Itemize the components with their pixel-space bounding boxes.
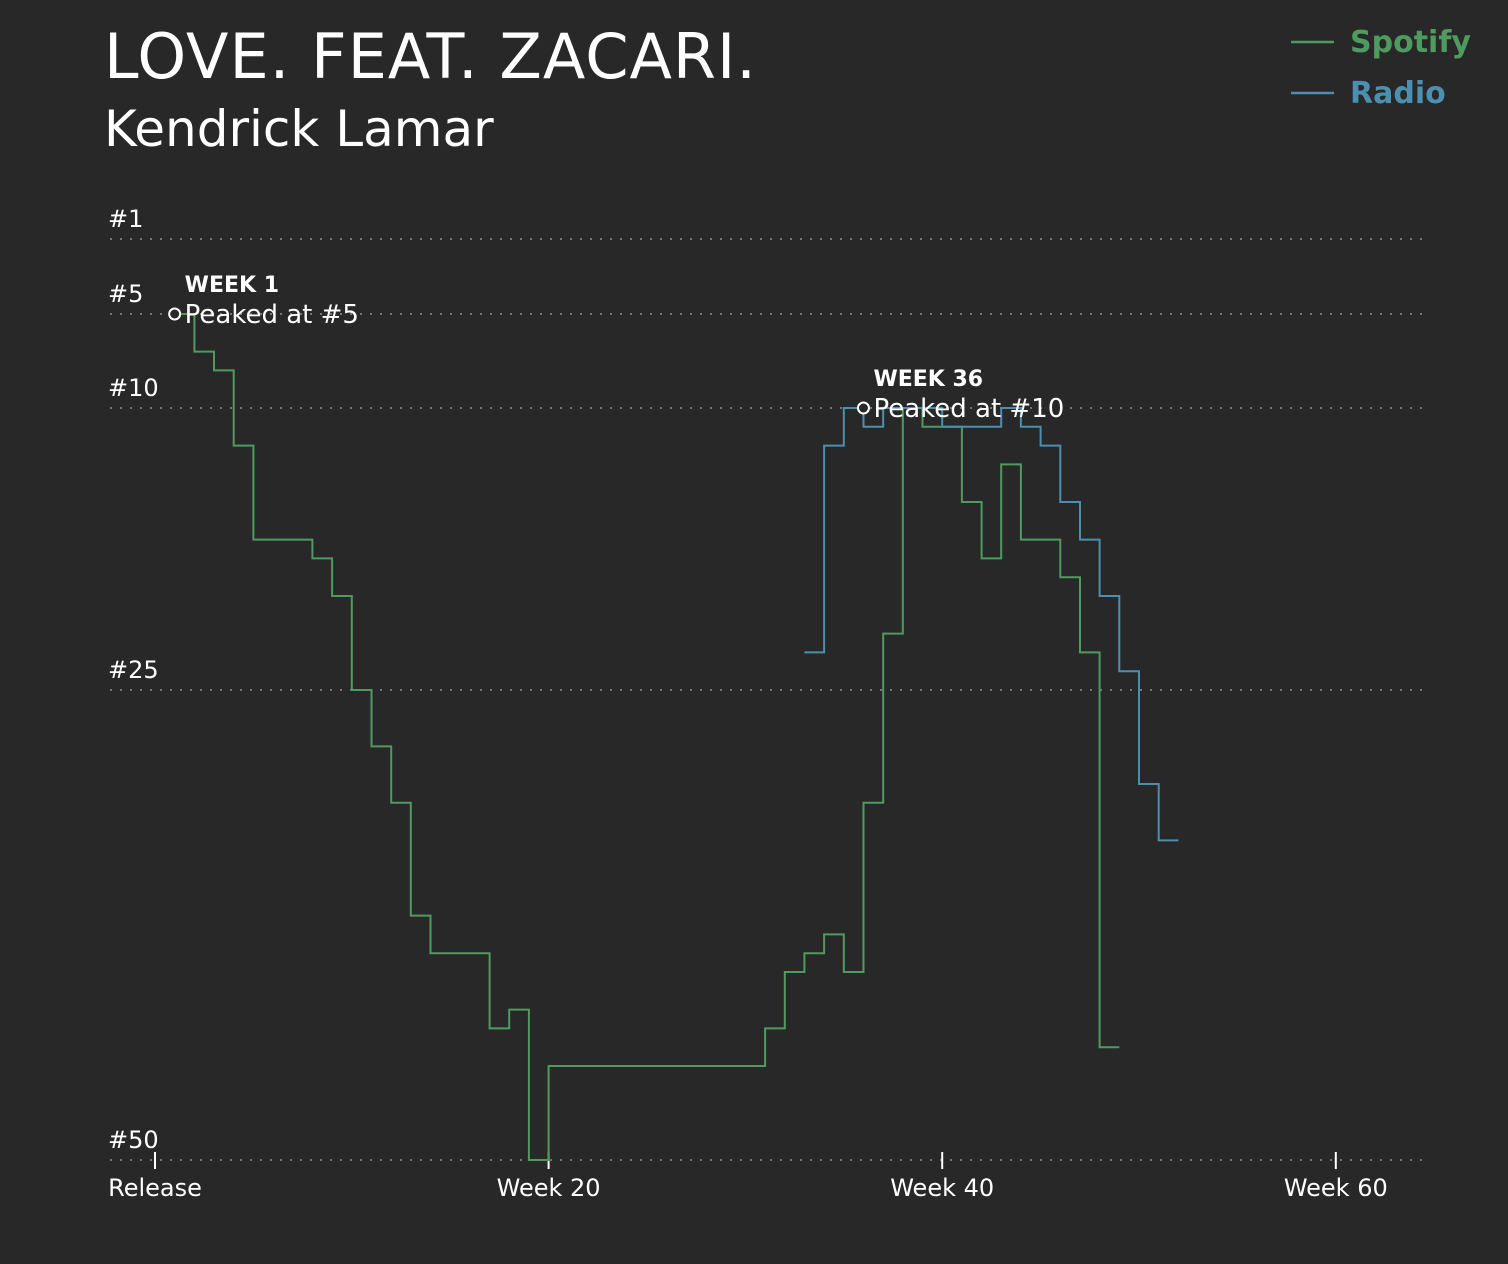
x-tick-label: Week 20 xyxy=(497,1174,601,1202)
annotation-text: Peaked at #10 xyxy=(873,394,1064,424)
x-tick-label: Release xyxy=(108,1174,202,1202)
chart-title: LOVE. FEAT. ZACARI. xyxy=(104,20,757,93)
y-tick-label: #25 xyxy=(108,656,159,684)
series-line-spotify xyxy=(174,313,1120,1161)
y-tick-label: #1 xyxy=(108,205,143,233)
legend-label-spotify: Spotify xyxy=(1350,25,1471,60)
y-tick-label: #5 xyxy=(108,280,143,308)
peak-marker-radio xyxy=(856,401,870,415)
annotation-text: Peaked at #5 xyxy=(185,300,359,330)
x-tick-label: Week 60 xyxy=(1284,1174,1388,1202)
peak-marker-spotify xyxy=(168,307,182,321)
series xyxy=(174,313,1179,1161)
axes: #1 #5 #10 #25 #50 Release Week 20 Week 40 Week 6… xyxy=(108,205,1388,1202)
chart-subtitle: Kendrick Lamar xyxy=(104,100,494,158)
annotation-heading: WEEK 1 xyxy=(185,273,279,298)
y-tick-label: #10 xyxy=(108,374,159,402)
legend-label-radio: Radio xyxy=(1350,76,1446,111)
x-tick-label: Week 40 xyxy=(890,1174,994,1202)
y-tick-label: #50 xyxy=(108,1126,159,1154)
grid xyxy=(110,238,1428,1161)
legend: Spotify Radio xyxy=(1291,25,1471,111)
annotation-heading: WEEK 36 xyxy=(873,367,983,392)
series-line-radio xyxy=(804,407,1179,842)
